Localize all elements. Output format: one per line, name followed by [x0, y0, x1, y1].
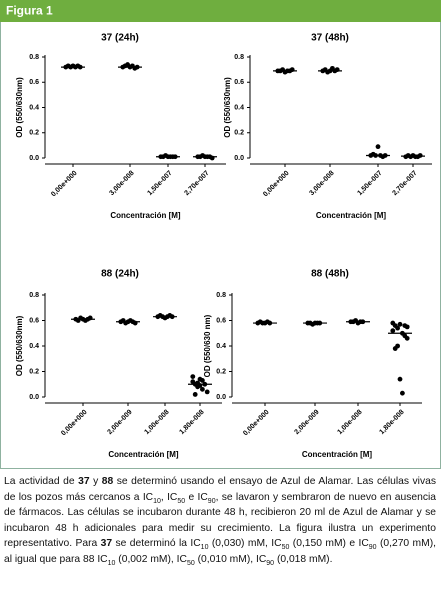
y-tick-label: 0.6	[216, 317, 226, 324]
caption-text: e IC	[185, 491, 208, 503]
y-tick-label: 0.2	[234, 130, 244, 137]
data-point	[397, 321, 403, 327]
y-axis-label: OD (550/630nm)	[223, 77, 232, 138]
y-tick-label: 0.2	[29, 368, 39, 375]
caption-text: 88	[101, 476, 114, 487]
y-tick-label: 0.8	[29, 54, 39, 61]
data-point	[400, 390, 405, 396]
subscript: 10	[200, 544, 209, 552]
subscript: 10	[153, 497, 161, 505]
caption: La actividad de 37 y 88 se determinó usa…	[4, 474, 436, 568]
y-axis-label: OD (550/630nm)	[15, 315, 24, 376]
y-tick-label: 0.6	[29, 79, 39, 86]
x-axis-label: Concentración [M]	[316, 211, 387, 220]
chart-title: 37 (24h)	[101, 33, 139, 44]
data-point	[200, 386, 205, 392]
y-tick-label: 0.0	[29, 394, 39, 401]
caption-text: se determinó usando el ensayo de Azul de…	[4, 476, 436, 503]
caption-text: , se lavaron y sembraron de nuevo en aus…	[4, 491, 436, 550]
x-axis-label: Concentración [M]	[110, 211, 181, 220]
y-tick-label: 0.6	[234, 79, 244, 86]
caption-text: (0,030) mM, IC	[208, 538, 282, 550]
y-tick-label: 0.6	[29, 317, 39, 324]
chart-title: 37 (48h)	[311, 33, 349, 44]
y-tick-label: 0.8	[216, 292, 226, 299]
y-tick-label: 0.0	[29, 155, 39, 162]
y-tick-label: 0.4	[29, 104, 39, 111]
data-point	[395, 343, 400, 349]
y-tick-label: 0.0	[234, 155, 244, 162]
caption-text: y	[89, 476, 102, 487]
y-tick-label: 0.4	[216, 343, 226, 350]
data-point	[402, 323, 408, 328]
subscript: 50	[177, 497, 186, 505]
caption-text: 37	[78, 476, 90, 487]
figure-label: Figura 1	[6, 4, 53, 18]
data-point	[190, 374, 196, 379]
header-bar	[0, 0, 441, 22]
y-tick-label: 0.2	[29, 130, 39, 137]
caption-text: (0,002 mM), IC	[115, 553, 187, 565]
caption-text: (0,010 mM), IC	[194, 553, 267, 565]
caption-text: se determinó la IC	[112, 538, 201, 550]
y-tick-label: 0.8	[29, 292, 39, 299]
subscript: 10	[107, 560, 116, 568]
caption-text: (0,018 mM).	[274, 553, 333, 565]
figure-frame	[0, 0, 441, 469]
x-axis-label: Concentración [M]	[108, 450, 179, 459]
y-tick-label: 0.4	[234, 104, 244, 111]
chart-title: 88 (48h)	[311, 269, 349, 280]
y-axis-label: OD (550/630nm)	[15, 77, 24, 138]
x-axis-label: Concentración [M]	[302, 450, 373, 459]
caption-text: La actividad de	[4, 476, 79, 487]
data-point	[404, 335, 410, 341]
data-point	[395, 325, 400, 331]
caption-text: 37	[100, 538, 113, 550]
caption-text: , IC	[160, 491, 178, 503]
data-point	[397, 376, 403, 382]
subscript: 90	[266, 560, 275, 568]
chart-title: 88 (24h)	[101, 269, 139, 280]
y-tick-label: 0.4	[29, 343, 39, 350]
data-point	[417, 153, 423, 158]
y-tick-label: 0.2	[216, 368, 226, 375]
y-tick-label: 0.0	[216, 394, 226, 401]
caption-text: (0,150 mM) e IC	[289, 538, 369, 550]
subscript: 50	[186, 560, 195, 568]
data-point	[375, 144, 381, 150]
data-point	[200, 378, 205, 383]
data-point	[204, 389, 210, 395]
figure: Figura 1 37 (24h) OD (550/630nm) 0.0 0.2 0.4…	[0, 0, 441, 469]
subscript: 90	[368, 544, 377, 552]
data-point	[390, 328, 396, 334]
caption-text: (0,270 mM), al igual que para 88 IC	[4, 538, 436, 565]
y-axis-label: OD (550/630 nm)	[203, 314, 212, 377]
y-tick-label: 0.8	[234, 54, 244, 61]
subscript: 50	[281, 544, 290, 552]
data-point	[192, 392, 198, 397]
subscript: 90	[207, 497, 216, 505]
